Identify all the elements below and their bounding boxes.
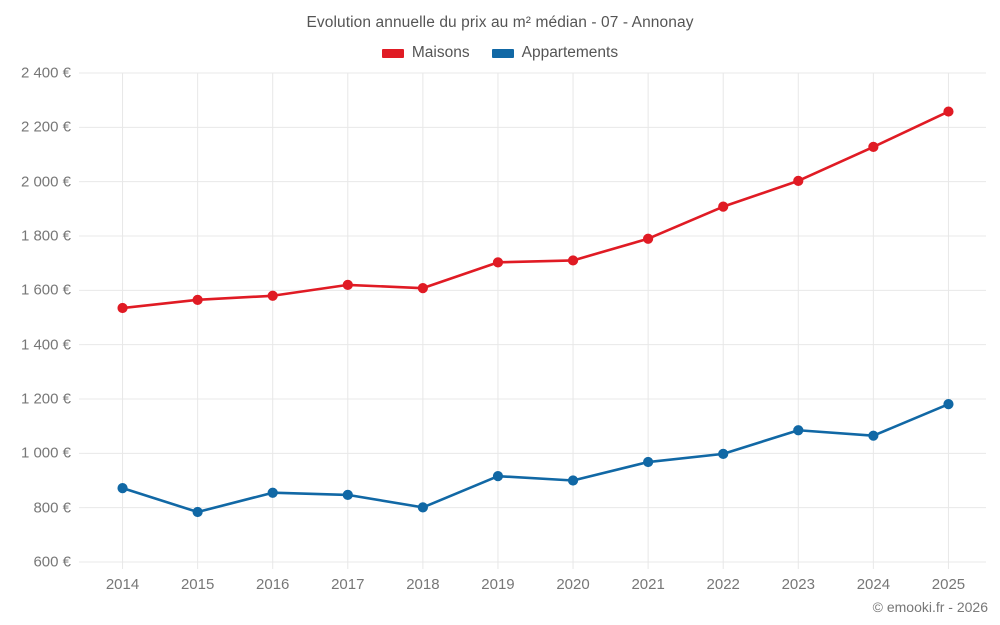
y-axis-tick-label: 1 800 € bbox=[20, 227, 71, 245]
x-axis-tick-label: 2025 bbox=[931, 576, 966, 593]
series-line-appartements bbox=[121, 402, 950, 514]
data-point[interactable] bbox=[267, 290, 278, 301]
y-axis-tick-label: 1 000 € bbox=[20, 444, 71, 462]
data-point[interactable] bbox=[417, 283, 428, 294]
data-point[interactable] bbox=[342, 279, 353, 290]
data-point[interactable] bbox=[567, 475, 579, 486]
y-axis-tick-label: 1 400 € bbox=[20, 336, 71, 354]
data-point[interactable] bbox=[567, 255, 579, 266]
chart-title: Evolution annuelle du prix au m² médian … bbox=[306, 14, 694, 31]
y-axis-tick-label: 800 € bbox=[33, 499, 71, 517]
series-line-maisons bbox=[121, 110, 950, 310]
y-axis-tick-label: 1 200 € bbox=[20, 390, 71, 408]
x-axis-tick-label: 2023 bbox=[781, 576, 815, 593]
x-axis-tick-label: 2022 bbox=[706, 576, 740, 593]
x-axis-tick-label: 2020 bbox=[556, 576, 590, 593]
x-axis-tick-label: 2019 bbox=[481, 576, 515, 593]
data-point[interactable] bbox=[868, 141, 879, 152]
data-point[interactable] bbox=[718, 201, 729, 212]
legend-item-maisons[interactable]: Maisons bbox=[381, 44, 470, 62]
legend-swatch-maisons bbox=[381, 48, 404, 58]
y-axis-tick-label: 2 200 € bbox=[20, 118, 71, 136]
y-axis-tick-label: 600 € bbox=[33, 553, 71, 571]
data-point[interactable] bbox=[192, 506, 203, 518]
x-axis-tick-label: 2021 bbox=[631, 576, 665, 593]
x-axis-tick-label: 2014 bbox=[105, 576, 140, 593]
data-point[interactable] bbox=[192, 294, 203, 305]
data-point[interactable] bbox=[117, 483, 128, 494]
legend-label-appartements: Appartements bbox=[521, 44, 619, 61]
data-point[interactable] bbox=[492, 471, 504, 482]
data-point[interactable] bbox=[718, 448, 729, 459]
data-point[interactable] bbox=[267, 487, 278, 498]
x-axis-tick-label: 2016 bbox=[256, 576, 290, 593]
data-point[interactable] bbox=[417, 502, 428, 513]
data-point[interactable] bbox=[643, 233, 654, 244]
data-point[interactable] bbox=[793, 175, 804, 186]
data-point[interactable] bbox=[117, 302, 128, 314]
data-point[interactable] bbox=[643, 456, 654, 468]
x-axis-tick-label: 2017 bbox=[331, 576, 365, 593]
data-point[interactable] bbox=[943, 106, 954, 117]
data-point[interactable] bbox=[342, 489, 353, 500]
credit-text: © emooki.fr - 2026 bbox=[872, 599, 988, 615]
legend-item-appartements[interactable]: Appartements bbox=[491, 44, 619, 62]
data-point[interactable] bbox=[943, 399, 954, 410]
y-axis-tick-label: 2 400 € bbox=[20, 64, 71, 82]
x-axis-tick-label: 2015 bbox=[180, 576, 215, 593]
data-point[interactable] bbox=[492, 257, 504, 268]
data-point[interactable] bbox=[868, 430, 879, 441]
legend-label-maisons: Maisons bbox=[411, 44, 470, 61]
y-axis-tick-label: 2 000 € bbox=[20, 173, 71, 191]
x-axis-tick-label: 2024 bbox=[856, 576, 891, 593]
chart-legend: Maisons Appartements bbox=[0, 44, 1000, 62]
legend-swatch-appartements bbox=[491, 48, 514, 58]
data-point[interactable] bbox=[793, 425, 804, 436]
y-axis-tick-label: 1 600 € bbox=[20, 281, 71, 299]
x-axis-tick-label: 2018 bbox=[406, 576, 440, 593]
